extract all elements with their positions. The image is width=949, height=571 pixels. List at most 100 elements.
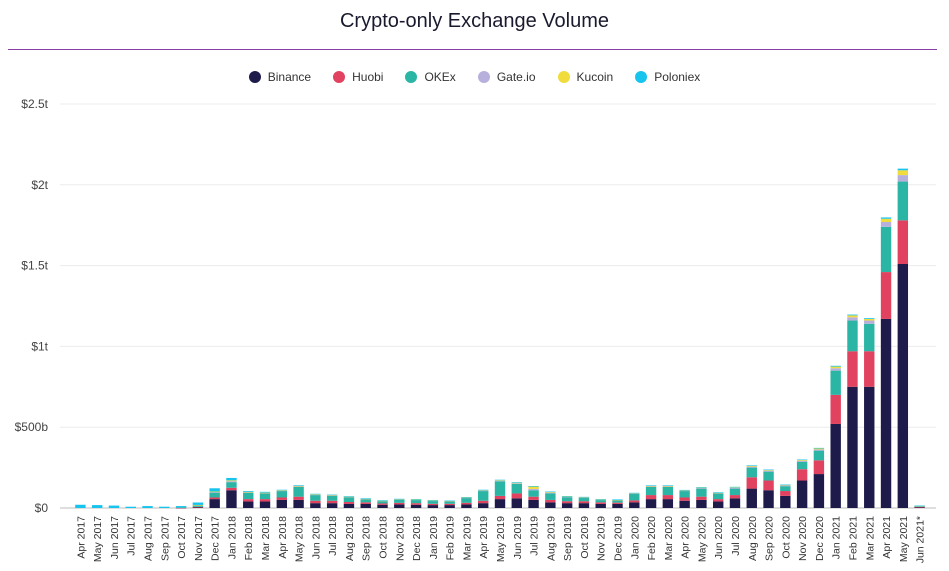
bar-segment-kucoin[interactable] (394, 499, 405, 500)
bar-segment-poloniex[interactable] (276, 489, 288, 491)
bar-segment-poloniex[interactable] (796, 459, 808, 461)
bar-segment-okex[interactable] (561, 497, 573, 502)
bar-segment-binance[interactable] (629, 502, 640, 508)
bar-segment-huobi[interactable] (444, 503, 455, 506)
bar-segment-kucoin[interactable] (662, 485, 674, 487)
bar-segment-okex[interactable] (444, 501, 455, 504)
bar-segment-huobi[interactable] (511, 493, 522, 499)
bar-segment-huobi[interactable] (243, 499, 254, 502)
bar-segment-gateio[interactable] (326, 495, 338, 496)
legend-item-huobi[interactable]: Huobi (333, 70, 383, 84)
bar-segment-poloniex[interactable] (746, 465, 757, 466)
bar-segment-kucoin[interactable] (427, 500, 439, 502)
bar-segment-huobi[interactable] (343, 502, 355, 504)
legend-item-gateio[interactable]: Gate.io (477, 70, 536, 84)
bar-segment-poloniex[interactable] (629, 492, 640, 494)
bar-segment-gateio[interactable] (830, 368, 841, 371)
bar-segment-poloniex[interactable] (645, 485, 657, 486)
bar-segment-kucoin[interactable] (813, 448, 825, 450)
bar-segment-huobi[interactable] (629, 500, 640, 503)
bar-segment-kucoin[interactable] (545, 491, 556, 493)
bar-segment-huobi[interactable] (545, 499, 556, 503)
bar-segment-gateio[interactable] (494, 480, 506, 482)
bar-segment-okex[interactable] (427, 500, 439, 504)
bar-segment-poloniex[interactable] (427, 500, 439, 501)
bar-segment-kucoin[interactable] (209, 491, 220, 493)
bar-segment-gateio[interactable] (880, 221, 892, 227)
legend-item-okex[interactable]: OKEx (405, 70, 456, 84)
bar-segment-poloniex[interactable] (528, 486, 539, 487)
bar-segment-gateio[interactable] (545, 492, 556, 494)
bar-segment-kucoin[interactable] (595, 499, 606, 501)
bar-segment-kucoin[interactable] (310, 494, 321, 495)
bar-segment-okex[interactable] (780, 486, 791, 492)
bar-segment-poloniex[interactable] (226, 477, 237, 481)
bar-segment-binance[interactable] (813, 474, 825, 508)
bar-segment-poloniex[interactable] (209, 488, 220, 492)
bar-segment-okex[interactable] (595, 499, 606, 503)
bar-segment-huobi[interactable] (326, 500, 338, 504)
bar-segment-okex[interactable] (813, 450, 825, 461)
bar-segment-poloniex[interactable] (545, 491, 556, 493)
bar-segment-binance[interactable] (645, 499, 657, 508)
bar-segment-huobi[interactable] (276, 497, 288, 500)
bar-segment-okex[interactable] (897, 181, 909, 221)
bar-segment-binance[interactable] (612, 503, 623, 508)
bar-segment-okex[interactable] (461, 497, 472, 503)
bar-segment-binance[interactable] (729, 498, 741, 508)
bar-segment-kucoin[interactable] (494, 480, 506, 481)
bar-segment-binance[interactable] (528, 499, 539, 508)
bar-segment-huobi[interactable] (175, 507, 187, 509)
bar-segment-kucoin[interactable] (410, 499, 422, 501)
bar-segment-okex[interactable] (729, 488, 741, 496)
bar-segment-kucoin[interactable] (226, 480, 237, 482)
bar-segment-poloniex[interactable] (662, 485, 674, 486)
bar-segment-kucoin[interactable] (561, 496, 573, 497)
bar-segment-binance[interactable] (461, 504, 472, 508)
bar-segment-okex[interactable] (243, 492, 254, 500)
bar-segment-huobi[interactable] (729, 495, 741, 499)
bar-segment-huobi[interactable] (780, 491, 791, 496)
bar-segment-huobi[interactable] (561, 501, 573, 504)
bar-segment-gateio[interactable] (528, 488, 539, 491)
bar-segment-poloniex[interactable] (595, 499, 606, 500)
bar-segment-okex[interactable] (612, 500, 623, 503)
bar-segment-binance[interactable] (578, 503, 590, 508)
bar-segment-kucoin[interactable] (293, 485, 304, 487)
bar-segment-binance[interactable] (377, 504, 388, 508)
bar-segment-kucoin[interactable] (696, 487, 707, 489)
bar-segment-gateio[interactable] (310, 494, 321, 496)
bar-segment-okex[interactable] (662, 486, 674, 496)
bar-segment-gateio[interactable] (343, 496, 355, 498)
bar-segment-okex[interactable] (259, 493, 271, 500)
bar-segment-poloniex[interactable] (830, 365, 841, 367)
bar-segment-binance[interactable] (679, 500, 690, 508)
bar-segment-poloniex[interactable] (461, 497, 472, 498)
bar-segment-okex[interactable] (310, 495, 321, 501)
bar-segment-okex[interactable] (192, 505, 204, 507)
bar-segment-huobi[interactable] (796, 469, 808, 481)
bar-segment-huobi[interactable] (813, 460, 825, 475)
bar-segment-huobi[interactable] (226, 487, 237, 491)
bar-segment-gateio[interactable] (461, 497, 472, 499)
bar-segment-kucoin[interactable] (192, 504, 204, 506)
bar-segment-poloniex[interactable] (108, 505, 120, 508)
bar-segment-binance[interactable] (595, 503, 606, 508)
bar-segment-poloniex[interactable] (410, 499, 422, 500)
bar-segment-gateio[interactable] (813, 449, 825, 451)
bar-segment-poloniex[interactable] (142, 506, 153, 508)
bar-segment-okex[interactable] (226, 482, 237, 488)
bar-segment-binance[interactable] (343, 503, 355, 508)
bar-segment-huobi[interactable] (360, 502, 371, 504)
bar-segment-gateio[interactable] (729, 487, 741, 489)
bar-segment-kucoin[interactable] (343, 496, 355, 498)
bar-segment-huobi[interactable] (763, 480, 774, 491)
bar-segment-okex[interactable] (410, 499, 422, 504)
bar-segment-poloniex[interactable] (444, 500, 455, 502)
bar-segment-poloniex[interactable] (360, 498, 371, 499)
bar-segment-binance[interactable] (780, 495, 791, 508)
bar-segment-binance[interactable] (410, 504, 422, 508)
bar-segment-gateio[interactable] (511, 483, 522, 484)
bar-segment-huobi[interactable] (293, 496, 304, 500)
bar-segment-poloniex[interactable] (343, 496, 355, 497)
